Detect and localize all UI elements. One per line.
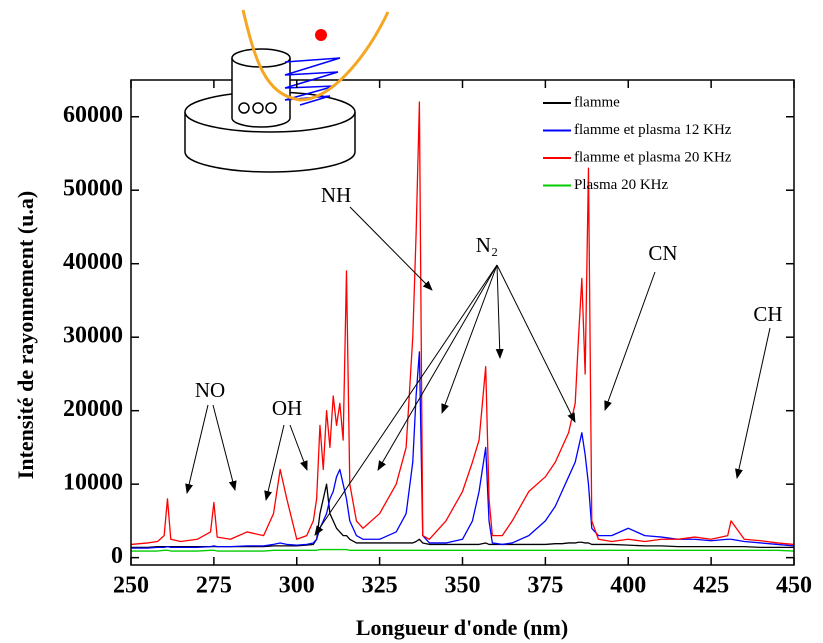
- x-tick-label: 350: [445, 573, 481, 599]
- x-axis-label: Longueur d'onde (nm): [356, 615, 568, 640]
- x-tick-label: 400: [610, 573, 646, 599]
- x-tick-label: 450: [776, 573, 812, 599]
- annotation: CH: [753, 302, 782, 326]
- y-tick-label: 50000: [63, 176, 123, 202]
- spectrum-line: [131, 351, 794, 549]
- x-tick-label: 300: [279, 573, 315, 599]
- legend-label: Plasma 20 KHz: [574, 177, 668, 193]
- x-tick-label: 425: [693, 573, 729, 599]
- x-tick-label: 275: [196, 573, 232, 599]
- x-tick-label: 375: [527, 573, 563, 599]
- spectrum-line: [131, 101, 794, 546]
- inset-illustration: [184, 9, 390, 173]
- legend-label: flamme et plasma 12 KHz: [574, 122, 732, 138]
- y-tick-label: 60000: [63, 102, 123, 128]
- y-tick-label: 0: [111, 543, 123, 569]
- annotation-arrows: [185, 206, 771, 536]
- annotation: N₂: [476, 233, 499, 257]
- annotation: NH: [321, 183, 351, 207]
- y-tick-label: 10000: [63, 470, 123, 496]
- annotation: NO: [195, 378, 225, 402]
- legend-label: flamme et plasma 20 KHz: [574, 149, 732, 165]
- spectrum-line: [131, 483, 794, 549]
- y-tick-label: 30000: [63, 323, 123, 349]
- spectrum-line: [131, 548, 794, 552]
- y-axis-label: Intensité de rayonnement (u.a): [13, 191, 38, 479]
- legend-label: flamme: [574, 94, 620, 110]
- x-tick-label: 325: [362, 573, 398, 599]
- plot-area: [131, 101, 794, 552]
- annotation: OH: [272, 396, 302, 420]
- y-tick-label: 20000: [63, 396, 123, 422]
- annotation: CN: [648, 241, 677, 265]
- y-tick-label: 40000: [63, 249, 123, 275]
- x-tick-label: 250: [113, 573, 149, 599]
